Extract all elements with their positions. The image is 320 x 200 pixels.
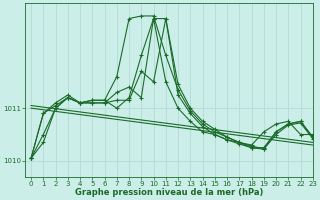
X-axis label: Graphe pression niveau de la mer (hPa): Graphe pression niveau de la mer (hPa) <box>75 188 263 197</box>
